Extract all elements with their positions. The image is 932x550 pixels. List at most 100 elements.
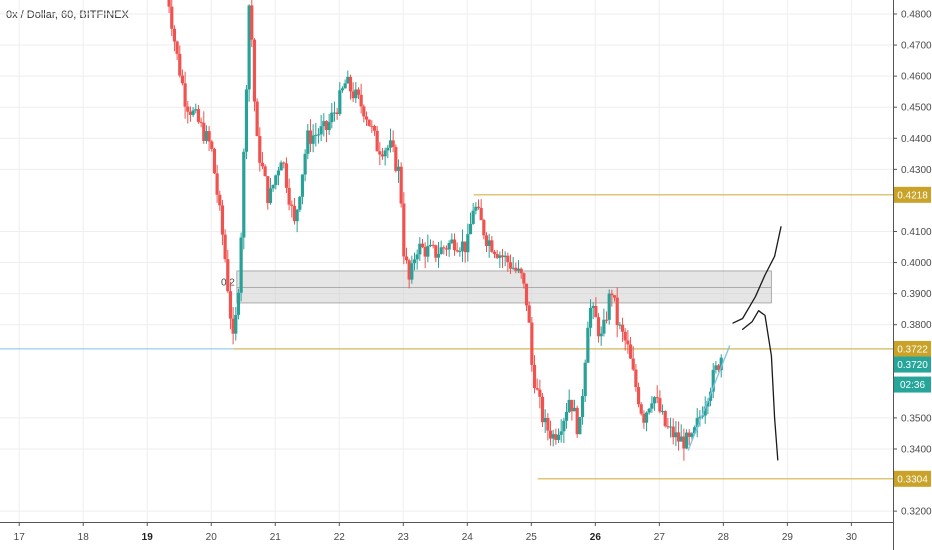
- time-tick-label: 22: [334, 532, 346, 543]
- bar-countdown-label: 02:36: [900, 380, 925, 391]
- candle-up: [511, 267, 515, 269]
- candle-down: [554, 434, 558, 441]
- time-tick-label: 30: [846, 532, 858, 543]
- candle-up: [668, 426, 673, 428]
- time-tick-label: 20: [206, 532, 218, 543]
- candle-down: [671, 426, 675, 438]
- candle-down: [348, 76, 353, 92]
- price-tick-label: 0.4300: [901, 165, 932, 176]
- candle-down: [490, 240, 494, 252]
- candle-down: [612, 295, 617, 298]
- candle-down: [215, 173, 219, 195]
- candle-up: [650, 403, 654, 409]
- candle-down: [463, 241, 467, 253]
- resistance-zone: [236, 270, 772, 304]
- candle-down: [634, 369, 638, 388]
- candle-down: [492, 251, 497, 255]
- candle-up: [474, 206, 478, 211]
- candle-up: [714, 365, 718, 370]
- candle-down: [628, 344, 633, 359]
- candle-down: [682, 436, 686, 449]
- candle-up: [588, 307, 593, 328]
- candle-up: [471, 210, 475, 224]
- candle-down: [570, 399, 574, 412]
- candle-down: [212, 148, 217, 174]
- candle-down: [308, 130, 313, 144]
- candle-up: [466, 234, 470, 253]
- price-tick-label: 0.4400: [901, 134, 932, 145]
- candle-down: [324, 121, 329, 131]
- candle-up: [618, 324, 622, 326]
- candle-up: [556, 434, 561, 441]
- candle-down: [359, 94, 363, 107]
- time-tick-label: 19: [142, 532, 154, 543]
- candle-up: [194, 109, 198, 111]
- candle-down: [546, 417, 550, 431]
- candle-up: [564, 411, 569, 421]
- candle-up: [487, 240, 491, 246]
- candle-up: [327, 122, 331, 131]
- price-tick-label: 0.4000: [901, 258, 932, 269]
- zone-layer: 0.2: [221, 270, 772, 304]
- price-axis: 0.4800 0.4700 0.4600 0.4500 0.4400 0.4300 0.41…: [893, 0, 932, 550]
- candle-up: [602, 319, 606, 334]
- candle-down: [538, 389, 542, 397]
- candle-down: [444, 248, 449, 250]
- candle-up: [396, 166, 401, 171]
- candle-up: [460, 241, 465, 252]
- level-price-label-bg: [894, 470, 931, 487]
- candle-down: [623, 331, 627, 341]
- candle-up: [586, 327, 590, 363]
- level-price-label-bg: [894, 340, 931, 357]
- candle-up: [436, 254, 441, 258]
- candle-down: [626, 340, 630, 345]
- candle-down: [620, 324, 625, 332]
- candle-down: [186, 106, 190, 112]
- levels-layer: [0, 194, 893, 480]
- candle-down: [284, 163, 289, 188]
- candle-up: [191, 110, 195, 115]
- candle-down: [508, 262, 513, 269]
- level-price-label: 0.3722: [897, 344, 928, 355]
- candle-up: [690, 433, 694, 437]
- candle-down: [431, 244, 435, 246]
- candle-up: [234, 314, 238, 334]
- candle-down: [370, 125, 374, 127]
- candle-down: [292, 205, 297, 222]
- level-price-label: 0.3304: [897, 474, 928, 485]
- candle-up: [674, 432, 678, 438]
- candle-up: [412, 259, 417, 264]
- candle-up: [447, 242, 451, 250]
- time-tick-label: 18: [78, 532, 90, 543]
- candle-down: [642, 413, 646, 423]
- candle-up: [572, 407, 577, 412]
- candle-down: [484, 235, 489, 246]
- candle-down: [527, 305, 531, 323]
- candle-up: [583, 362, 587, 397]
- candle-down: [266, 176, 270, 204]
- candle-down: [434, 245, 438, 258]
- candle-down: [167, 0, 171, 7]
- candle-up: [415, 254, 419, 260]
- drawings-layer: [687, 226, 782, 461]
- projection-drawing: [732, 226, 782, 324]
- candle-up: [647, 408, 651, 413]
- time-tick-label: 23: [398, 532, 410, 543]
- candle-up: [543, 417, 547, 423]
- candle-up: [332, 112, 337, 114]
- candle-down: [404, 256, 409, 261]
- candle-up: [695, 418, 699, 428]
- candle-down: [180, 75, 185, 84]
- candle-up: [418, 243, 422, 255]
- candle-up: [652, 397, 657, 404]
- candle-down: [178, 53, 182, 76]
- time-tick-label: 29: [782, 532, 794, 543]
- candle-down: [172, 28, 177, 42]
- candle-up: [319, 126, 323, 135]
- candle-down: [210, 141, 214, 149]
- candle-down: [519, 268, 523, 274]
- current-price-label-bg: [894, 356, 931, 373]
- candle-up: [311, 135, 315, 144]
- candle-up: [426, 246, 430, 257]
